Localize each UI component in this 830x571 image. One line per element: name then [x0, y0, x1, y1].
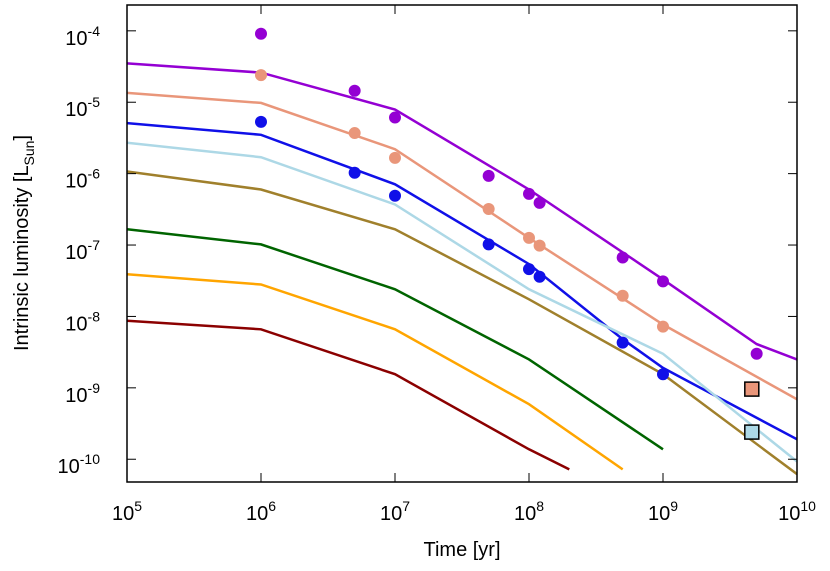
- y-tick-label-exp: -9: [88, 380, 101, 396]
- point-marker: [657, 368, 669, 381]
- y-tick-label-base: 10: [65, 28, 87, 50]
- y-tick-label-exp: -8: [88, 308, 101, 324]
- y-tick-label-exp: -6: [88, 166, 101, 182]
- point-marker: [657, 275, 669, 288]
- series-line: [127, 62, 797, 361]
- x-tick-label: 1010: [778, 498, 816, 525]
- point-marker: [255, 115, 267, 128]
- series-line: [127, 91, 797, 401]
- series-line: [127, 319, 570, 471]
- y-tick-label-base: 10: [65, 385, 87, 407]
- x-tick-label-exp: 9: [670, 498, 678, 514]
- y-tick-label-base: 10: [65, 99, 87, 121]
- x-axis-label: Time [yr]: [423, 539, 500, 561]
- x-tick-label: 105: [112, 498, 142, 525]
- point-marker: [348, 166, 361, 179]
- y-tick-label-base: 10: [65, 242, 87, 264]
- point-marker: [348, 127, 361, 140]
- point-marker: [389, 111, 401, 124]
- x-tick-label-exp: 6: [268, 498, 276, 514]
- y-tick-label: 10-8: [65, 308, 100, 335]
- point-marker: [523, 263, 535, 276]
- x-tick-label-base: 10: [112, 503, 134, 525]
- square-marker: [744, 424, 760, 440]
- x-tick-label: 107: [380, 498, 410, 525]
- y-tick-label: 10-7: [65, 237, 100, 264]
- x-tick-label-base: 10: [648, 503, 670, 525]
- point-marker: [616, 289, 629, 302]
- y-tick-label-exp: -10: [80, 451, 100, 467]
- point-marker: [533, 196, 546, 209]
- x-tick-label-base: 10: [514, 503, 536, 525]
- y-tick-label-exp: -7: [88, 237, 101, 253]
- x-tick-label-exp: 10: [800, 498, 816, 514]
- x-tick-label-exp: 5: [134, 498, 142, 514]
- point-marker: [750, 347, 763, 360]
- point-marker: [616, 336, 629, 349]
- x-tick-label-exp: 8: [536, 498, 544, 514]
- point-marker: [389, 151, 401, 164]
- y-tick-label: 10-9: [65, 380, 100, 407]
- plot-frame: [126, 4, 798, 483]
- y-tick-label: 10-4: [65, 23, 100, 50]
- x-tick-label-exp: 7: [402, 498, 410, 514]
- point-marker: [533, 239, 546, 252]
- y-tick-label-exp: -5: [88, 94, 101, 110]
- point-marker: [482, 202, 495, 215]
- series-line: [127, 141, 797, 463]
- y-tick-label: 10-10: [58, 451, 101, 478]
- y-tick-label-exp: -4: [88, 23, 101, 39]
- point-marker: [348, 84, 361, 97]
- series-line: [127, 272, 624, 471]
- series-line: [127, 228, 664, 451]
- x-tick-label: 106: [246, 498, 276, 525]
- y-label-sub: Sun: [21, 141, 37, 166]
- y-tick-label-base: 10: [65, 313, 87, 335]
- y-axis-label: Intrinsic luminosity [LSun]: [11, 135, 37, 351]
- x-tick-label-base: 10: [380, 503, 402, 525]
- plot-area: [127, 27, 797, 476]
- y-tick-label: 10-6: [65, 166, 100, 193]
- point-marker: [523, 231, 535, 244]
- x-tick-label-base: 10: [778, 503, 800, 525]
- point-marker: [482, 238, 495, 251]
- y-tick-label-base: 10: [65, 171, 87, 193]
- point-marker: [389, 189, 401, 202]
- point-marker: [523, 187, 535, 200]
- y-label-end: ]: [11, 135, 33, 141]
- point-marker: [616, 251, 629, 264]
- series-line: [127, 170, 797, 476]
- x-tick-label: 109: [648, 498, 678, 525]
- x-tick-label-base: 10: [246, 503, 268, 525]
- point-marker: [255, 27, 267, 40]
- point-marker: [255, 69, 267, 82]
- x-tick-label: 108: [514, 498, 544, 525]
- square-marker: [744, 381, 760, 397]
- point-marker: [533, 270, 546, 283]
- point-marker: [657, 320, 669, 333]
- y-label-main: Intrinsic luminosity [L: [11, 165, 33, 351]
- y-tick-label-base: 10: [58, 456, 80, 478]
- point-marker: [482, 169, 495, 182]
- y-tick-label: 10-5: [65, 94, 100, 121]
